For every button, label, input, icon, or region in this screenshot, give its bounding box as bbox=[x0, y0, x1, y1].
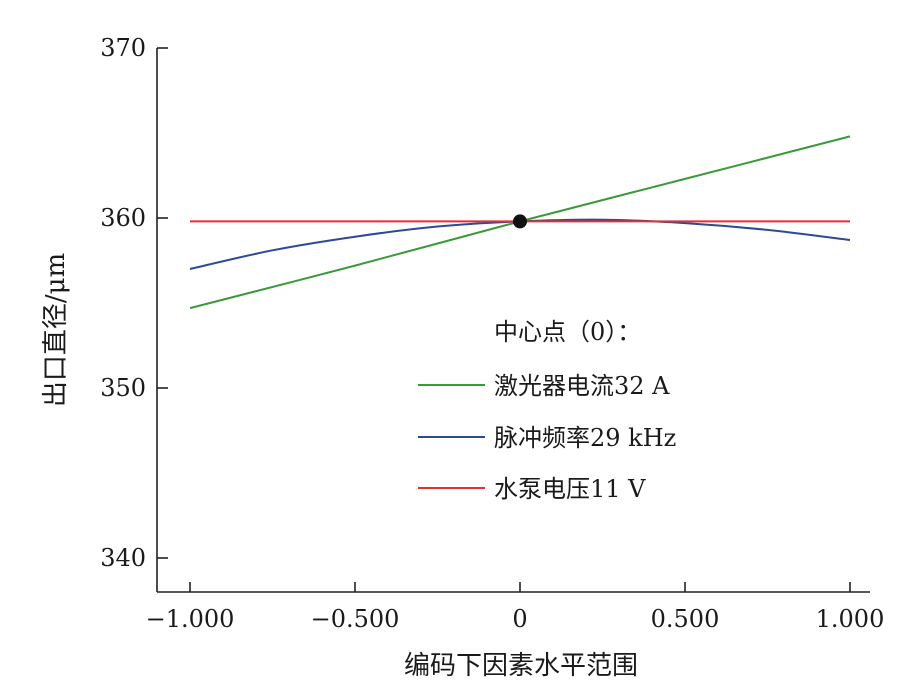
x-axis-title: 编码下因素水平范围 bbox=[404, 651, 638, 681]
x-tick-label: 0.500 bbox=[651, 605, 720, 633]
y-tick-label: 370 bbox=[100, 34, 146, 62]
y-axis-title: 出口直径/μm bbox=[41, 253, 71, 407]
legend: 中心点（0）： 激光器电流32 A 脉冲频率29 kHz 水泵电压11 V bbox=[418, 318, 676, 503]
y-ticks: 340 350 360 370 bbox=[100, 34, 168, 572]
legend-label-frequency: 脉冲频率29 kHz bbox=[494, 424, 676, 452]
x-ticks: −1.000 −0.500 0 0.500 1.000 bbox=[146, 582, 885, 633]
y-tick-label: 350 bbox=[100, 374, 146, 402]
x-tick-label: 1.000 bbox=[816, 605, 885, 633]
y-tick-label: 360 bbox=[100, 204, 146, 232]
x-tick-label: −0.500 bbox=[311, 605, 400, 633]
x-tick-label: −1.000 bbox=[146, 605, 235, 633]
axes bbox=[156, 48, 870, 593]
legend-title: 中心点（0）： bbox=[494, 318, 641, 346]
y-tick-label: 340 bbox=[100, 544, 146, 572]
legend-label-voltage: 水泵电压11 V bbox=[494, 475, 646, 503]
legend-label-current: 激光器电流32 A bbox=[494, 372, 670, 400]
center-point-marker bbox=[513, 214, 527, 229]
x-tick-label: 0 bbox=[512, 605, 527, 633]
